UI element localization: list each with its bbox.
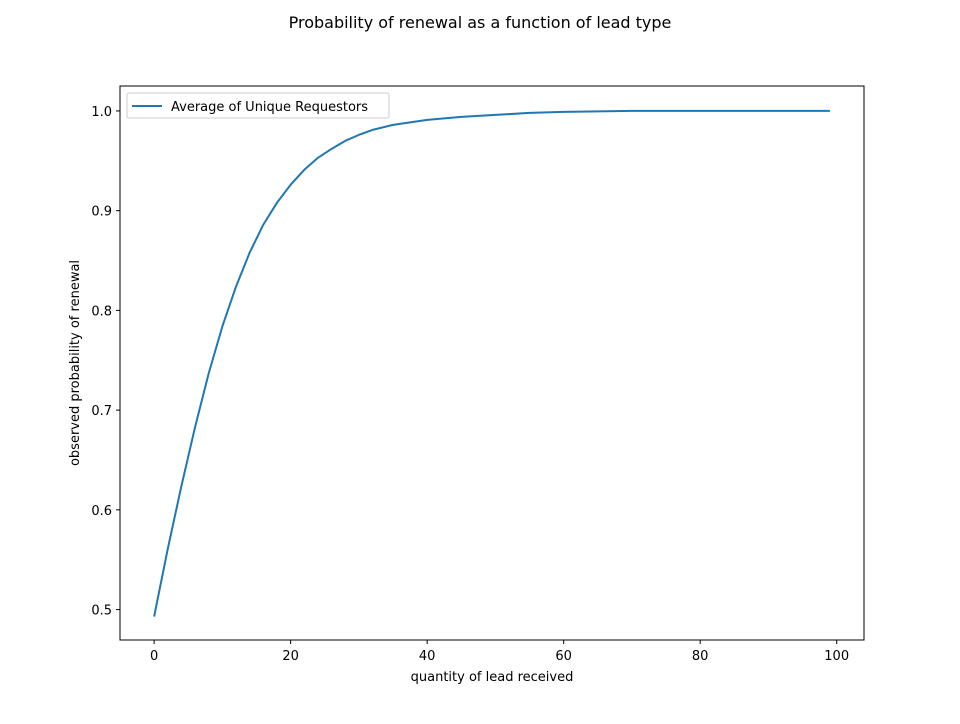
- chart-title: Probability of renewal as a function of …: [289, 13, 672, 32]
- x-tick-label: 40: [419, 649, 436, 664]
- plot-area: [119, 85, 865, 641]
- y-axis: 0.5 0.6 0.7 0.8 0.9 1.0: [91, 105, 120, 619]
- x-tick-label: 80: [692, 649, 709, 664]
- y-tick-label: 1.0: [91, 105, 112, 120]
- x-tick-label: 0: [150, 649, 158, 664]
- legend-box: [126, 92, 390, 119]
- y-tick-label: 0.9: [91, 205, 112, 220]
- plot-frame: [119, 85, 865, 641]
- legend-label: Average of Unique Requestors: [171, 100, 368, 115]
- x-tick-label: 100: [824, 649, 849, 664]
- y-tick-label: 0.8: [91, 304, 112, 319]
- x-tick-label: 20: [282, 649, 299, 664]
- x-axis-label: quantity of lead received: [411, 670, 574, 685]
- y-tick-label: 0.5: [91, 604, 112, 619]
- y-tick-label: 0.7: [91, 404, 112, 419]
- x-axis: 0 20 40 60 80 100: [150, 640, 849, 664]
- y-tick-label: 0.6: [91, 504, 112, 519]
- series-line: [153, 109, 830, 617]
- x-tick-label: 60: [555, 649, 572, 664]
- legend: Average of Unique Requestors: [126, 92, 390, 119]
- y-axis-label: observed probability of renewal: [68, 260, 83, 466]
